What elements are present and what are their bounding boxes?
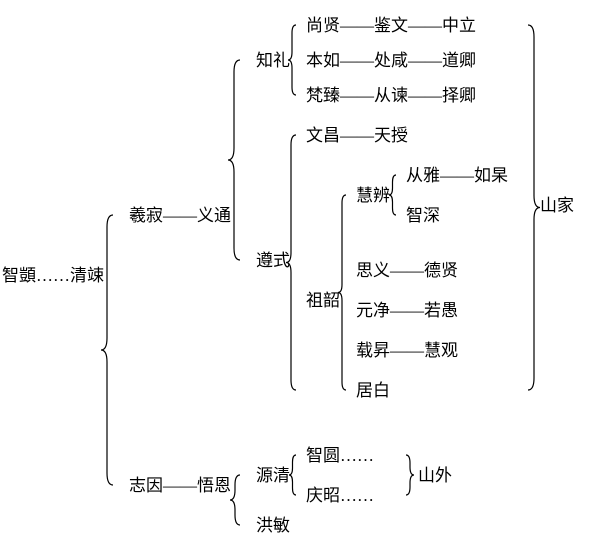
node-benru: 本如——处咸——道卿: [306, 52, 476, 69]
node-shanjia: 山家: [540, 197, 574, 214]
node-huibian: 慧辨: [356, 187, 390, 204]
node-qingzhao: 庆昭……: [306, 487, 374, 504]
node-hongmin: 洪敏: [256, 517, 290, 534]
b-shanwai: [406, 455, 414, 495]
b-huibian: [389, 175, 396, 215]
node-zhili: 知礼: [256, 52, 290, 69]
b-yitong: [228, 60, 240, 260]
b-shanjia: [528, 25, 540, 390]
node-shangxian: 尚贤——鉴文——中立: [306, 17, 476, 34]
node-congya: 从雅——如杲: [406, 167, 508, 184]
node-zaisheng: 载昇——慧观: [356, 342, 458, 359]
node-zhiyuan: 智圆……: [306, 447, 374, 464]
b-root: [101, 215, 113, 485]
node-yuanqing: 源清: [256, 467, 290, 484]
node-wenchang: 文昌——天授: [306, 127, 408, 144]
node-yuanjing: 元净——若愚: [356, 302, 458, 319]
tree-diagram: 智顗……清竦 羲寂——义通志因——悟恩 知礼遵式 尚贤——鉴文——中立本如——处咸——…: [0, 0, 602, 550]
node-root: 智顗……清竦: [2, 267, 104, 284]
node-zhiyin: 志因——悟恩: [129, 477, 231, 494]
node-zhishen: 智深: [406, 207, 440, 224]
b-yuanqing: [289, 455, 296, 495]
node-zunshi: 遵式: [256, 252, 290, 269]
node-siyi: 思义——德贤: [356, 262, 458, 279]
node-xiji: 羲寂——义通: [129, 207, 231, 224]
node-zushao: 祖韶: [306, 292, 340, 309]
node-fanzhen: 梵臻——从谏——择卿: [306, 87, 476, 104]
b-wuen: [230, 475, 240, 525]
node-jubai: 居白: [356, 382, 390, 399]
node-shanwai: 山外: [418, 467, 452, 484]
